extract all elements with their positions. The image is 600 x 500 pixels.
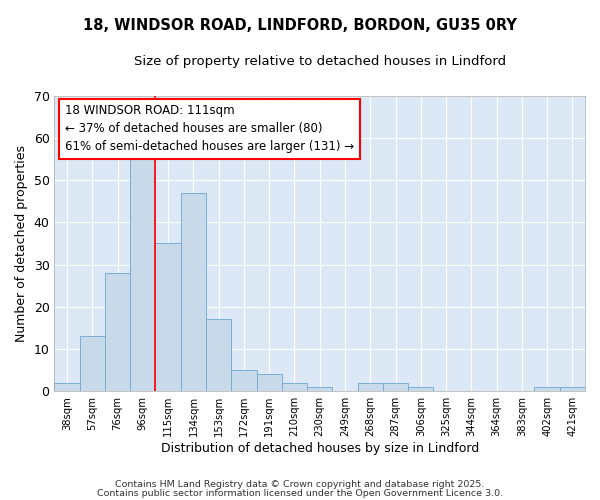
- Bar: [535, 387, 560, 391]
- Bar: [358, 383, 383, 391]
- Y-axis label: Number of detached properties: Number of detached properties: [15, 145, 28, 342]
- Bar: [257, 374, 282, 391]
- Text: 18, WINDSOR ROAD, LINDFORD, BORDON, GU35 0RY: 18, WINDSOR ROAD, LINDFORD, BORDON, GU35…: [83, 18, 517, 32]
- Bar: [560, 387, 585, 391]
- Text: 18 WINDSOR ROAD: 111sqm
← 37% of detached houses are smaller (80)
61% of semi-de: 18 WINDSOR ROAD: 111sqm ← 37% of detache…: [65, 104, 354, 154]
- X-axis label: Distribution of detached houses by size in Lindford: Distribution of detached houses by size …: [161, 442, 479, 455]
- Bar: [105, 273, 130, 391]
- Bar: [155, 244, 181, 391]
- Text: Contains HM Land Registry data © Crown copyright and database right 2025.: Contains HM Land Registry data © Crown c…: [115, 480, 485, 489]
- Bar: [282, 383, 307, 391]
- Bar: [206, 320, 231, 391]
- Bar: [55, 383, 80, 391]
- Bar: [383, 383, 408, 391]
- Bar: [408, 387, 433, 391]
- Bar: [307, 387, 332, 391]
- Bar: [181, 192, 206, 391]
- Bar: [231, 370, 257, 391]
- Text: Contains public sector information licensed under the Open Government Licence 3.: Contains public sector information licen…: [97, 488, 503, 498]
- Bar: [130, 159, 155, 391]
- Bar: [80, 336, 105, 391]
- Title: Size of property relative to detached houses in Lindford: Size of property relative to detached ho…: [134, 55, 506, 68]
